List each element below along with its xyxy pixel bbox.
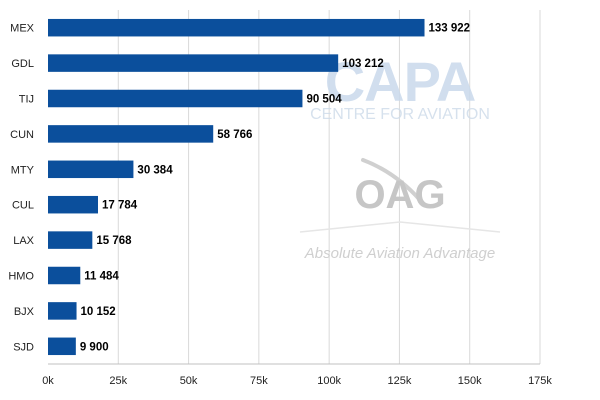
data-label: 103 212 bbox=[342, 58, 384, 70]
category-label: HMO bbox=[8, 271, 34, 283]
bar bbox=[48, 18, 425, 37]
data-label: 15 768 bbox=[96, 235, 132, 247]
x-tick-label: 0k bbox=[42, 375, 54, 387]
capa-subtitle: CENTRE FOR AVIATION bbox=[310, 106, 490, 123]
category-label: GDL bbox=[11, 58, 34, 70]
data-label: 9 900 bbox=[80, 341, 109, 353]
x-tick-label: 100k bbox=[317, 375, 341, 387]
capa-watermark: CAPA CENTRE FOR AVIATION bbox=[310, 50, 490, 123]
oag-swoosh-icon bbox=[361, 158, 422, 202]
oag-tagline: Absolute Aviation Advantage bbox=[304, 245, 495, 262]
category-label: MTY bbox=[11, 164, 35, 176]
category-label: SJD bbox=[13, 341, 34, 353]
category-label: BJX bbox=[14, 306, 35, 318]
x-tick-label: 150k bbox=[458, 375, 482, 387]
bar bbox=[48, 266, 81, 285]
oag-watermark: OAG Absolute Aviation Advantage bbox=[299, 158, 501, 262]
data-label: 90 504 bbox=[306, 94, 342, 106]
bar bbox=[48, 125, 214, 143]
category-label: MEX bbox=[10, 23, 35, 35]
oag-logo-text: OAG bbox=[354, 173, 445, 217]
bar bbox=[48, 195, 98, 214]
category-label: LAX bbox=[13, 235, 34, 247]
x-tick-label: 125k bbox=[387, 375, 411, 387]
data-label: 11 484 bbox=[84, 271, 119, 283]
data-label: 17 784 bbox=[102, 200, 138, 212]
bars bbox=[48, 18, 425, 356]
category-label: CUN bbox=[10, 129, 34, 141]
data-label: 10 152 bbox=[81, 306, 116, 318]
capa-logo-text: CAPA bbox=[325, 50, 476, 113]
bar bbox=[48, 302, 77, 320]
data-label: 133 922 bbox=[429, 23, 471, 35]
oag-underline-icon bbox=[299, 221, 501, 233]
category-label: CUL bbox=[12, 200, 34, 212]
x-tick-label: 50k bbox=[180, 375, 198, 387]
x-tick-label: 25k bbox=[109, 375, 127, 387]
x-tick-label: 175k bbox=[528, 375, 552, 387]
bar bbox=[48, 89, 303, 108]
bar bbox=[48, 160, 134, 179]
x-tick-label: 75k bbox=[250, 375, 268, 387]
bar bbox=[48, 337, 76, 356]
category-labels: MEX GDL TIJ CUN MTY CUL LAX HMO BJX SJD bbox=[8, 23, 34, 354]
bar bbox=[48, 231, 93, 249]
x-tick-labels: 0k 25k 50k 75k 100k 125k 150k 175k bbox=[42, 375, 552, 387]
data-label: 58 766 bbox=[217, 129, 252, 141]
bar bbox=[48, 54, 339, 72]
category-label: TIJ bbox=[19, 94, 34, 106]
data-labels: 133 922 103 212 90 504 58 766 30 384 17 784 15… bbox=[80, 23, 470, 354]
data-label: 30 384 bbox=[137, 164, 173, 176]
